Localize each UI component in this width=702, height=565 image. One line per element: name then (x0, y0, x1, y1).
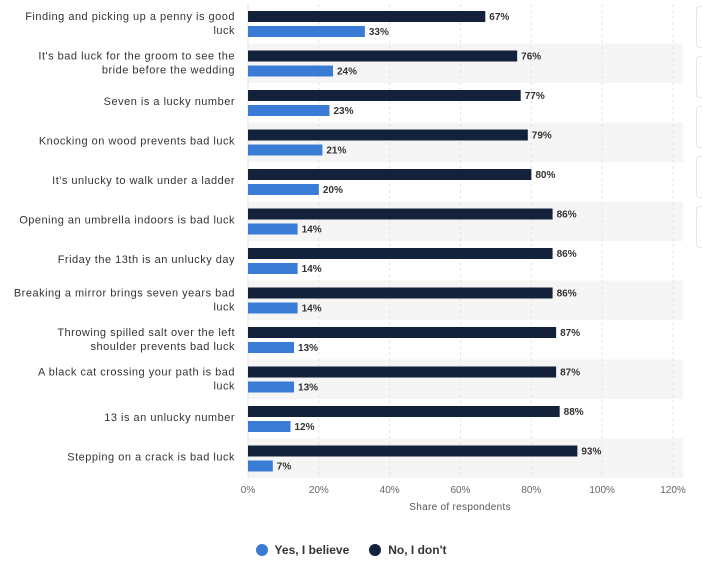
legend-label: No, I don't (388, 543, 447, 557)
data-label: 86% (557, 249, 577, 260)
data-label: 86% (557, 289, 577, 300)
data-label: 80% (535, 170, 555, 181)
bars: 67% 33% 76% 24% 77% 23% 79% 21% 80% 20% 86% 14% 86% 1… (248, 11, 601, 473)
side-panel-edge[interactable] (696, 106, 702, 148)
category-label: 13 is an unlucky number (104, 412, 235, 424)
row-band (248, 43, 683, 83)
category-label: Knocking on wood prevents bad luck (39, 136, 235, 148)
data-label: 33% (369, 27, 389, 38)
bar-yes[interactable] (248, 223, 298, 235)
bar-no[interactable] (248, 445, 578, 457)
bar-yes[interactable] (248, 144, 323, 156)
category-label: Friday the 13th is an unlucky day (58, 254, 235, 266)
data-label: 12% (295, 422, 315, 433)
x-tick-label: 60% (450, 485, 470, 496)
bar-no[interactable] (248, 129, 528, 141)
data-label: 14% (302, 264, 322, 275)
side-panel-edge[interactable] (696, 206, 702, 248)
data-label: 76% (521, 52, 541, 63)
bar-no[interactable] (248, 11, 486, 22)
row-band (248, 438, 683, 478)
category-label: Seven is a lucky number (104, 96, 235, 108)
data-label: 86% (557, 210, 577, 221)
data-label: 24% (337, 67, 357, 78)
bar-no[interactable] (248, 248, 553, 259)
bar-yes[interactable] (248, 263, 298, 274)
legend: Yes, I believe No, I don't (0, 543, 702, 557)
bar-no[interactable] (248, 406, 560, 417)
legend-item-yes[interactable]: Yes, I believe (255, 543, 350, 557)
x-tick-label: 20% (309, 485, 329, 496)
legend-label: Yes, I believe (274, 543, 350, 557)
bar-chart: 67% 33% 76% 24% 77% 23% 79% 21% 80% 20% 86% 14% 86% 1… (14, 4, 686, 513)
bar-no[interactable] (248, 50, 518, 62)
x-tick-label: 80% (521, 485, 541, 496)
legend-dot-icon (369, 544, 382, 556)
category-label: It's bad luck for the groom to see the br… (38, 51, 235, 77)
data-label: 79% (532, 131, 552, 142)
data-label: 7% (277, 462, 292, 473)
bar-no[interactable] (248, 287, 553, 299)
row-band (248, 201, 683, 241)
x-tick-label: 40% (380, 485, 400, 496)
side-panel-edge[interactable] (696, 6, 702, 48)
data-label: 87% (560, 328, 580, 339)
bar-yes[interactable] (248, 381, 295, 393)
data-label: 88% (564, 407, 584, 418)
bar-yes[interactable] (248, 342, 295, 353)
data-label: 14% (302, 304, 322, 315)
bar-yes[interactable] (248, 460, 273, 472)
data-label: 23% (333, 106, 353, 117)
row-band (248, 359, 683, 399)
category-label: Breaking a mirror brings seven years bad… (14, 288, 235, 314)
category-label: It's unlucky to walk under a ladder (52, 175, 235, 187)
data-label: 93% (581, 447, 601, 458)
data-label: 21% (326, 146, 346, 157)
bar-yes[interactable] (248, 65, 333, 77)
bar-no[interactable] (248, 169, 532, 180)
data-label: 13% (298, 343, 318, 354)
bar-yes[interactable] (248, 105, 330, 116)
legend-item-no[interactable]: No, I don't (369, 543, 446, 557)
category-labels: Finding and picking up a penny is good lu… (14, 11, 235, 464)
category-label: Finding and picking up a penny is good lu… (25, 11, 235, 37)
data-label: 13% (298, 383, 318, 394)
category-label: Opening an umbrella indoors is bad luck (19, 215, 235, 227)
x-tick-label: 120% (660, 485, 686, 496)
bar-no[interactable] (248, 90, 521, 101)
bar-yes[interactable] (248, 302, 298, 314)
bar-no[interactable] (248, 327, 557, 338)
legend-dot-icon (255, 544, 268, 556)
x-tick-label: 100% (589, 485, 615, 496)
data-label: 14% (302, 225, 322, 236)
x-tick-label: 0% (241, 485, 256, 496)
data-label: 20% (323, 185, 343, 196)
x-axis-title: Share of respondents (409, 502, 511, 513)
side-panel-edge[interactable] (696, 156, 702, 198)
bar-yes[interactable] (248, 26, 365, 37)
category-label: Throwing spilled salt over the left shoul… (57, 327, 235, 353)
bar-no[interactable] (248, 366, 557, 378)
data-label: 87% (560, 368, 580, 379)
row-bands (248, 43, 683, 478)
data-label: 67% (489, 12, 509, 23)
bar-yes[interactable] (248, 184, 319, 195)
category-label: Stepping on a crack is bad luck (67, 452, 235, 464)
category-label: A black cat crossing your path is bad luc… (38, 367, 235, 393)
row-band (248, 280, 683, 320)
side-panel-edge[interactable] (696, 56, 702, 98)
gridlines (247, 4, 674, 478)
x-axis-ticks: 0% 20% 40% 60% 80% 100% 120% (241, 485, 686, 496)
row-band (248, 122, 683, 162)
bar-yes[interactable] (248, 421, 291, 432)
bar-no[interactable] (248, 208, 553, 220)
data-label: 77% (525, 91, 545, 102)
